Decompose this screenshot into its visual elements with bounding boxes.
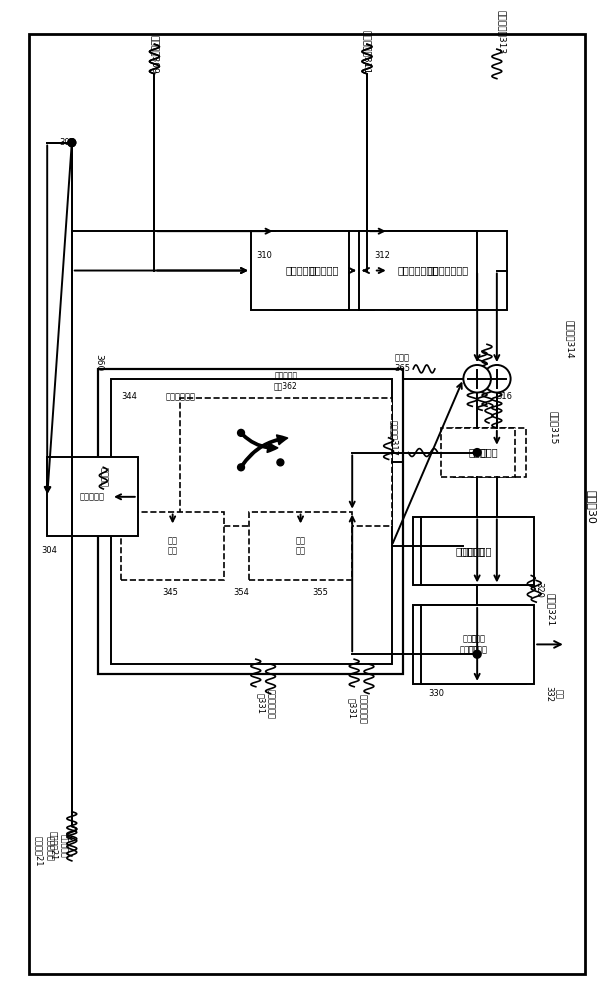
- Bar: [180, 398, 392, 526]
- Text: 环路滤波器: 环路滤波器: [455, 546, 485, 556]
- Text: 解码图
像缓冲器: 解码图 像缓冲器: [460, 635, 480, 654]
- Bar: [441, 428, 514, 477]
- Text: 经编码过的
图像数据21: 经编码过的 图像数据21: [49, 831, 69, 860]
- Text: 330: 330: [428, 689, 444, 698]
- Circle shape: [483, 365, 511, 393]
- Bar: [275, 231, 374, 310]
- Text: 345: 345: [163, 588, 179, 597]
- Text: 量化系数309: 量化系数309: [150, 35, 159, 74]
- Bar: [421, 517, 534, 585]
- Text: 重构单元314: 重构单元314: [565, 320, 574, 359]
- Text: 缓冲器: 缓冲器: [469, 448, 486, 458]
- Circle shape: [473, 449, 481, 456]
- Text: 经解码过的图
像331: 经解码过的图 像331: [347, 694, 367, 724]
- Circle shape: [68, 139, 76, 147]
- Text: 预测块
365: 预测块 365: [395, 353, 410, 373]
- Text: 320: 320: [534, 582, 544, 598]
- Bar: [389, 231, 506, 310]
- Bar: [249, 512, 352, 580]
- Text: 帧内
预测: 帧内 预测: [295, 536, 306, 556]
- Text: 重建残差块313: 重建残差块313: [497, 10, 506, 54]
- Bar: [251, 231, 349, 310]
- Text: 302: 302: [59, 138, 75, 147]
- Text: 逆变换处理单元: 逆变换处理单元: [398, 266, 439, 276]
- Bar: [47, 457, 138, 536]
- Text: 355: 355: [313, 588, 328, 597]
- Text: 解码图
像缓冲器: 解码图 像缓冲器: [468, 635, 488, 654]
- Text: 帧间
预测: 帧间 预测: [168, 536, 178, 556]
- Text: 参考样本317: 参考样本317: [389, 420, 398, 456]
- Bar: [421, 605, 534, 684]
- Text: 逆量化单元: 逆量化单元: [310, 266, 339, 276]
- Circle shape: [238, 464, 244, 471]
- Text: 逆变换处理单元: 逆变换处理单元: [427, 266, 468, 276]
- Circle shape: [68, 139, 76, 147]
- Text: 逆量化单元: 逆量化单元: [285, 266, 315, 276]
- Bar: [413, 605, 527, 684]
- Text: 缓冲器: 缓冲器: [481, 448, 499, 458]
- Text: 滤波块321: 滤波块321: [547, 593, 556, 627]
- Text: 重构块315: 重构块315: [550, 411, 558, 445]
- Circle shape: [463, 365, 491, 393]
- Text: 输出
332: 输出 332: [544, 686, 564, 702]
- Bar: [98, 369, 403, 674]
- Text: 360: 360: [94, 354, 103, 372]
- Text: 344: 344: [121, 392, 137, 401]
- Circle shape: [473, 650, 481, 658]
- Text: 解码器30: 解码器30: [586, 490, 596, 524]
- FancyArrowPatch shape: [242, 434, 278, 452]
- Circle shape: [277, 459, 284, 466]
- Text: 310: 310: [257, 251, 272, 260]
- Text: 熵解码单元: 熵解码单元: [80, 492, 105, 501]
- Text: 经编码过的
图像数据21: 经编码过的 图像数据21: [35, 836, 54, 866]
- Bar: [452, 428, 527, 477]
- Circle shape: [238, 429, 244, 436]
- Bar: [359, 231, 477, 310]
- Text: 304: 304: [41, 546, 57, 555]
- Text: 预测处理单元: 预测处理单元: [165, 392, 195, 401]
- Bar: [413, 517, 527, 585]
- Bar: [121, 512, 224, 580]
- Text: 354: 354: [233, 588, 249, 597]
- Text: 环路滤波器: 环路滤波器: [463, 546, 492, 556]
- Text: 经解码过的图
像331: 经解码过的图 像331: [256, 689, 275, 719]
- Text: 316: 316: [497, 392, 513, 401]
- Text: 语法元素: 语法元素: [98, 467, 108, 487]
- Text: 312: 312: [375, 251, 391, 260]
- Bar: [111, 379, 392, 664]
- Text: 反量化系数311: 反量化系数311: [362, 30, 371, 74]
- Text: 模式式选择
单元362: 模式式选择 单元362: [274, 371, 298, 390]
- FancyArrowPatch shape: [242, 435, 288, 466]
